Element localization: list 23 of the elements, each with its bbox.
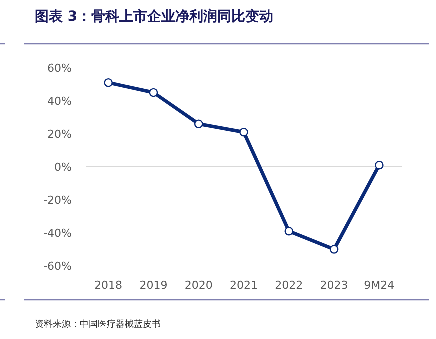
x-tick-label: 9M24	[364, 279, 395, 292]
y-tick-label: 0%	[54, 161, 72, 174]
y-tick-label: 40%	[48, 95, 72, 108]
point	[149, 88, 158, 98]
x-tick-label: 2019	[140, 279, 168, 292]
x-tick-label: 2020	[184, 279, 213, 292]
x-tick-label: 2018	[94, 279, 123, 292]
text: 资料来源：中国医疗器械蓝皮书	[35, 319, 161, 330]
x-tick-label: 2021	[230, 279, 258, 292]
point	[194, 120, 204, 128]
y-tick-label: -20%	[44, 194, 72, 207]
point	[240, 128, 248, 137]
point	[104, 78, 113, 88]
x-tick-label: 2023	[320, 279, 348, 292]
point	[375, 160, 384, 170]
y-tick-label: 60%	[48, 62, 72, 75]
y-tick-label: -40%	[44, 227, 72, 240]
y-tick-label: 20%	[48, 128, 72, 141]
x-tick-label: 2022	[275, 279, 304, 292]
point	[284, 226, 294, 236]
y-tick-label: -60%	[44, 260, 72, 273]
chart-title: 图表 3：骨科上市企业净利润同比变动	[35, 8, 274, 25]
point	[330, 245, 339, 254]
